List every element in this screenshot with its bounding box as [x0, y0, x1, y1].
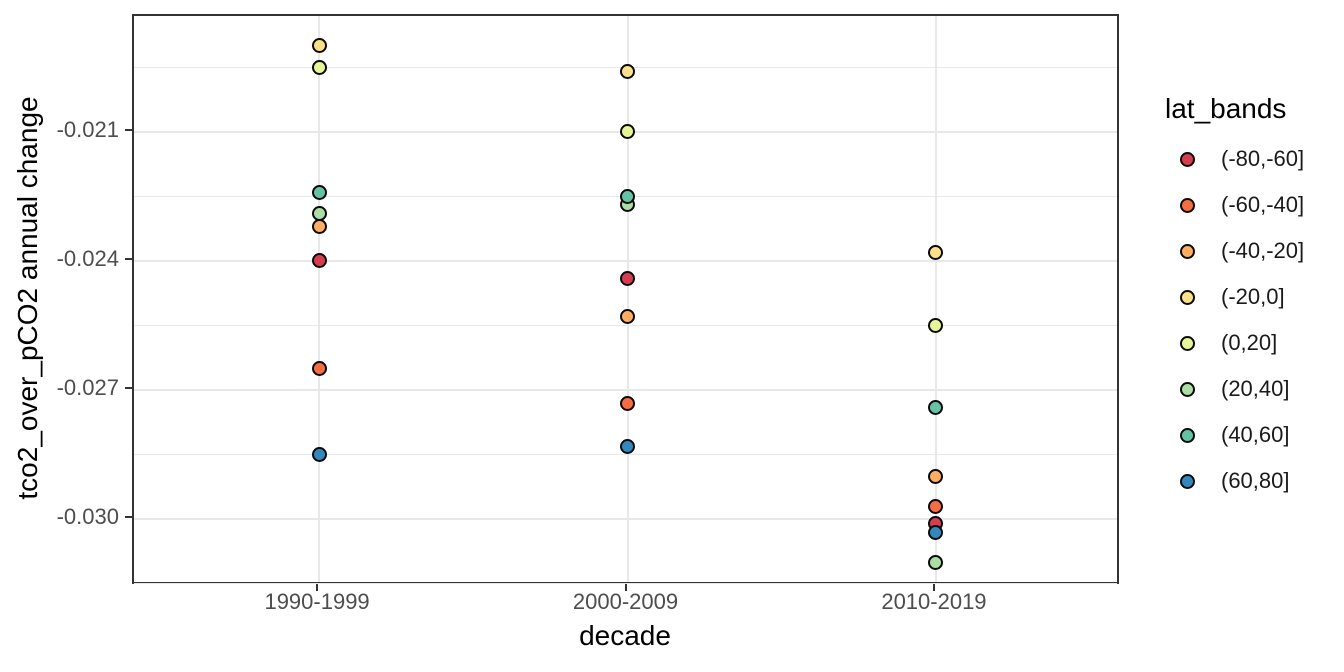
- gridline-minor: [134, 454, 1117, 456]
- legend-key: [1173, 243, 1201, 259]
- legend-item: (-40,-20]: [1173, 228, 1344, 274]
- data-point: [620, 438, 635, 454]
- y-tick-mark: [125, 387, 132, 390]
- legend-key: [1173, 335, 1201, 351]
- legend-key: [1173, 151, 1201, 167]
- y-tick-label: -0.021: [56, 116, 119, 142]
- x-tick-label: 2000-2009: [572, 589, 679, 614]
- data-point: [311, 184, 327, 200]
- legend-key-circle: [1179, 335, 1195, 351]
- legend-key-circle: [1179, 473, 1195, 489]
- legend-item: (20,40]: [1173, 366, 1344, 412]
- data-point: [311, 447, 327, 463]
- data-point: [928, 318, 944, 334]
- gridline-major: [626, 16, 629, 582]
- x-tick-label: 2010-2019: [881, 589, 987, 614]
- legend-item-label: (0,20]: [1221, 330, 1278, 355]
- data-point: [311, 59, 327, 75]
- legend-key-circle: [1179, 289, 1195, 305]
- data-point: [311, 206, 327, 222]
- y-axis-title: tco2_over_pCO2 annual change: [12, 96, 43, 500]
- legend-key-circle: [1179, 151, 1195, 167]
- data-point: [620, 188, 635, 204]
- gridline-major: [134, 389, 1117, 392]
- legend-item: (-60,-40]: [1173, 182, 1344, 228]
- y-tick-label: -0.027: [56, 375, 119, 401]
- data-point: [928, 524, 944, 540]
- data-point: [620, 124, 635, 140]
- data-point: [620, 64, 635, 80]
- legend-item: (60,80]: [1173, 458, 1344, 504]
- y-tick-mark: [125, 128, 132, 131]
- gridline-major: [134, 259, 1117, 262]
- gridline-major: [934, 16, 937, 582]
- y-tick-label: -0.030: [56, 504, 119, 530]
- legend-items: (-80,-60] (-60,-40] (-40,-20] (-20,0] (0,20]…: [1163, 136, 1344, 504]
- legend-key-circle: [1179, 197, 1195, 213]
- legend-item: (-20,0]: [1173, 274, 1344, 320]
- gridline-major: [134, 518, 1117, 521]
- legend-item-label: (40,60]: [1221, 422, 1290, 447]
- data-point: [620, 309, 635, 325]
- legend-key-circle: [1179, 427, 1195, 443]
- gridline-major: [318, 16, 321, 582]
- gridline-minor: [134, 325, 1117, 327]
- data-point: [928, 244, 944, 260]
- data-point: [311, 253, 327, 269]
- legend-key-circle: [1179, 243, 1195, 259]
- legend-item-label: (-20,0]: [1221, 284, 1285, 309]
- legend-item-label: (-80,-60]: [1221, 146, 1305, 171]
- plot-panel: [132, 14, 1119, 585]
- data-point: [620, 270, 635, 286]
- legend-item: (-80,-60]: [1173, 136, 1344, 182]
- y-tick-label: -0.024: [56, 245, 119, 271]
- legend-key: [1173, 427, 1201, 443]
- legend-title: lat_bands: [1165, 93, 1287, 124]
- legend-key-circle: [1179, 381, 1195, 397]
- data-point: [928, 554, 944, 570]
- legend-key: [1173, 197, 1201, 213]
- data-point: [311, 361, 327, 377]
- data-point: [928, 498, 944, 514]
- data-point: [311, 38, 327, 54]
- data-point: [620, 395, 635, 411]
- data-point: [928, 399, 944, 415]
- x-tick-mark: [624, 584, 627, 591]
- legend: lat_bands (-80,-60] (-60,-40] (-40,-20] (-2…: [1163, 92, 1344, 504]
- gridline-minor: [134, 583, 1117, 585]
- legend-item-label: (20,40]: [1221, 376, 1290, 401]
- legend-key: [1173, 381, 1201, 397]
- legend-item: (40,60]: [1173, 412, 1344, 458]
- legend-item-label: (60,80]: [1221, 468, 1290, 493]
- legend-item-label: (-40,-20]: [1221, 238, 1305, 263]
- legend-item: (0,20]: [1173, 320, 1344, 366]
- x-tick-mark: [316, 584, 319, 591]
- x-tick-label: 1990-1999: [264, 589, 370, 614]
- x-axis-title: decade: [579, 620, 671, 651]
- legend-key: [1173, 473, 1201, 489]
- data-point: [928, 468, 944, 484]
- x-tick-mark: [932, 584, 935, 591]
- legend-key: [1173, 289, 1201, 305]
- legend-item-label: (-60,-40]: [1221, 192, 1305, 217]
- y-tick-mark: [125, 257, 132, 260]
- data-point: [311, 219, 327, 235]
- y-tick-mark: [125, 516, 132, 519]
